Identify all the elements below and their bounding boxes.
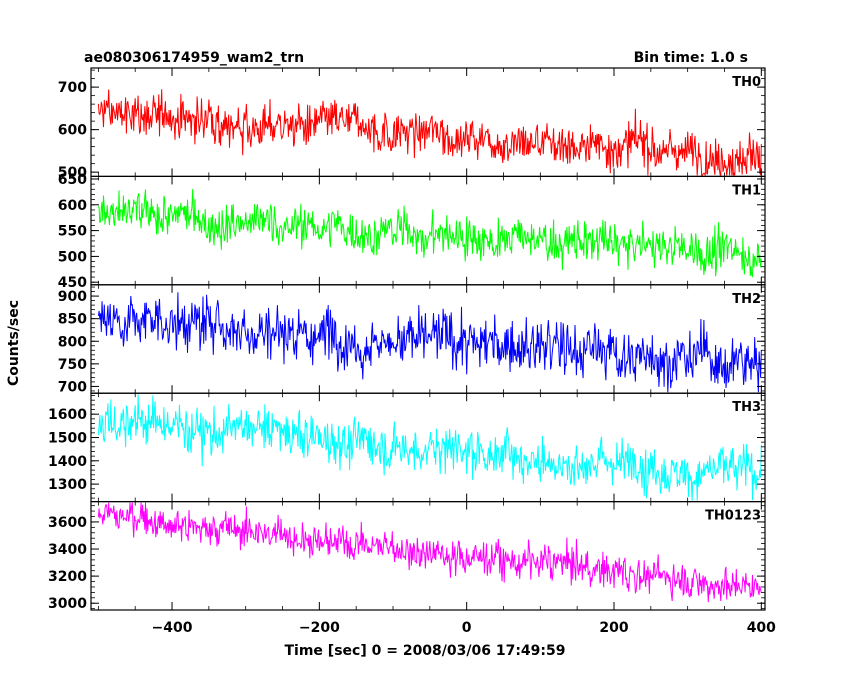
y-tick-label: 500 (58, 165, 87, 181)
y-axis-title: Counts/sec (6, 300, 22, 386)
y-tick-label: 750 (58, 357, 87, 373)
x-tick-label: −400 (152, 620, 193, 636)
panel-th0: 500 600 700 TH0 (58, 67, 766, 181)
x-tick-label: 400 (747, 620, 776, 636)
y-tick-label: 1300 (48, 477, 87, 493)
y-tick-label: 700 (58, 379, 87, 395)
series-line-th1 (97, 188, 762, 278)
panel-label-th0: TH0 (732, 75, 761, 90)
x-axis-title: Time [sec] 0 = 2008/03/06 17:49:59 (285, 643, 566, 659)
panel-label-th1: TH1 (732, 183, 761, 198)
y-tick-label: 700 (58, 80, 87, 96)
y-tick-label: 800 (58, 334, 87, 350)
y-tick-label: 1400 (48, 454, 87, 470)
y-tick-label: 650 (58, 172, 87, 188)
y-tick-label: 3000 (48, 596, 87, 612)
y-tick-label: 550 (58, 224, 87, 240)
panel-label-th3: TH3 (732, 400, 761, 415)
y-tick-label: 600 (58, 198, 87, 214)
y-tick-label: 850 (58, 312, 87, 328)
x-tick-label: 0 (462, 620, 472, 636)
panel-frame (90, 392, 766, 503)
panel-th1: 450 500 550 600 650 TH1 (58, 172, 766, 291)
y-tick-label: 900 (58, 289, 87, 305)
series-line-th0 (97, 89, 762, 177)
x-tick-label: 200 (599, 620, 628, 636)
y-tick-label: 1600 (48, 407, 87, 423)
y-tick-label: 1500 (48, 430, 87, 446)
y-tick-label: 3200 (48, 569, 87, 585)
panel-th3: 1300 1400 1500 1600 TH3 (48, 392, 766, 503)
chart-title: ae080306174959_wam2_trn (84, 50, 304, 66)
panels: 500 600 700 TH0 450 500 550 600 650 TH1 700 750 800 8… (48, 67, 776, 636)
bin-time-label: Bin time: 1.0 s (634, 50, 748, 66)
series-line-th0123 (97, 502, 762, 603)
panel-label-th2: TH2 (732, 292, 761, 307)
y-tick-label: 500 (58, 249, 87, 265)
panel-label-th0123: TH0123 (705, 509, 761, 524)
y-tick-label: 450 (58, 275, 87, 291)
panel-th0123: 3000 3200 3400 3600 TH0123 (48, 501, 766, 612)
y-tick-label: 3600 (48, 515, 87, 531)
series-line-th3 (97, 394, 762, 501)
x-tick-label: −200 (299, 620, 340, 636)
panel-frame (90, 501, 766, 611)
y-tick-label: 600 (58, 123, 87, 139)
series-line-th2 (97, 292, 762, 393)
panel-th2: 700 750 800 850 900 TH2 (58, 284, 766, 395)
y-tick-label: 3400 (48, 542, 87, 558)
